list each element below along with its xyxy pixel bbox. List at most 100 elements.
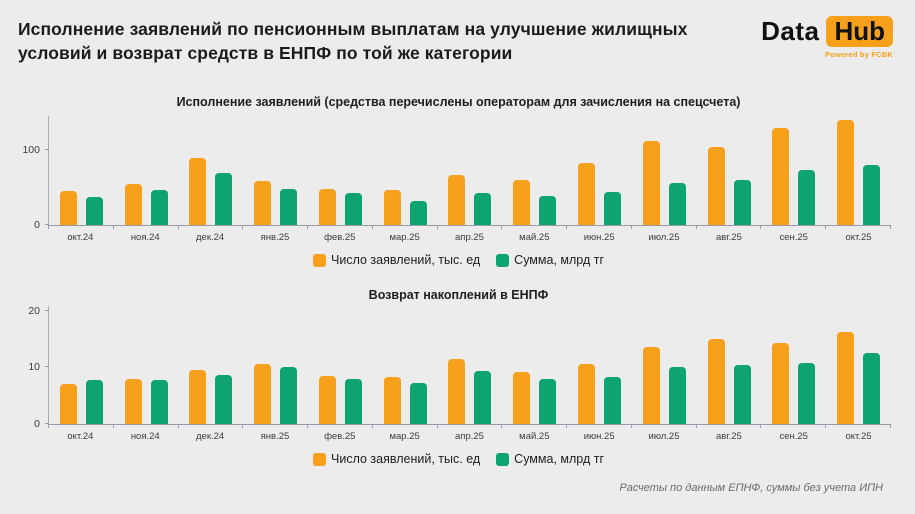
bar-group-окт.24	[49, 116, 114, 225]
x-axis-tick	[501, 424, 503, 428]
applications-bar	[254, 363, 272, 424]
x-axis-tick	[242, 225, 244, 229]
applications-bar	[772, 127, 790, 225]
sum-bar	[85, 380, 103, 424]
sum-bar	[409, 382, 427, 424]
x-axis-tick	[177, 225, 179, 229]
sum-bar	[474, 193, 492, 225]
x-axis-label: окт.24	[67, 431, 94, 442]
x-axis-label: авг.25	[715, 232, 742, 243]
applications-bar	[578, 163, 595, 225]
applications-bar	[189, 370, 207, 424]
x-axis-tick	[695, 424, 697, 428]
bar-group-ноя.24	[114, 116, 179, 225]
legend-label: Сумма, млрд тг	[514, 452, 604, 466]
applications-bar	[383, 189, 401, 225]
x-axis-label: ноя.24	[130, 431, 160, 442]
x-axis-tick	[501, 225, 503, 229]
x-axis-label: окт.25	[845, 431, 872, 442]
applications-bar	[318, 188, 336, 225]
sum-bar	[539, 378, 557, 424]
x-axis-tick	[112, 424, 114, 428]
applications-bar	[642, 141, 660, 225]
x-axis-label: сен.25	[779, 431, 808, 442]
x-axis-label: ноя.24	[130, 232, 160, 243]
x-axis-label: июл.25	[648, 431, 680, 442]
y-axis-tick	[45, 423, 49, 424]
y-axis-label: 20	[28, 304, 40, 317]
x-axis-tick	[630, 424, 632, 428]
legend-label: Сумма, млрд тг	[514, 253, 604, 267]
bar-group-апр.25	[438, 116, 503, 225]
x-axis-label: дек.24	[196, 232, 225, 243]
bar-group-июн.25	[567, 116, 632, 225]
x-axis-tick	[307, 225, 309, 229]
logo-powered-by: Powered by FCBK	[824, 50, 893, 59]
applications-bar	[124, 379, 142, 424]
x-axis-label: мар.25	[389, 232, 420, 243]
bar-group-ноя.24	[114, 306, 179, 424]
x-axis-tick	[825, 424, 827, 428]
applications-bar	[59, 384, 77, 424]
x-axis-tick	[890, 424, 891, 428]
legend-label: Число заявлений, тыс. ед	[331, 452, 481, 466]
applications-bar	[59, 191, 77, 225]
x-axis-tick	[112, 225, 114, 229]
applications-bar	[772, 343, 790, 424]
x-axis-tick	[566, 424, 568, 428]
x-axis-label: май.25	[519, 232, 550, 243]
legend-item: Сумма, млрд тг	[496, 253, 604, 267]
sum-bar	[668, 367, 686, 424]
x-axis-tick	[695, 225, 697, 229]
x-axis-label: янв.25	[260, 431, 290, 442]
x-axis-label: июн.25	[583, 431, 615, 442]
sum-bar	[215, 374, 233, 424]
x-axis-label: апр.25	[455, 232, 484, 243]
x-axis-tick	[436, 225, 438, 229]
chart2-legend: Число заявлений, тыс. ед Сумма, млрд тг	[20, 452, 897, 466]
applications-bar	[513, 179, 531, 225]
sum-bar	[409, 200, 427, 225]
bar-group-дек.24	[179, 306, 244, 424]
applications-bar	[837, 120, 855, 225]
x-axis-label: янв.25	[260, 232, 290, 243]
sum-bar	[150, 380, 168, 424]
chart-executions: Исполнение заявлений (средства перечисле…	[20, 95, 897, 267]
applications-bar	[254, 180, 272, 225]
datahub-logo-row: Data Hub	[761, 16, 893, 47]
chart1-x-axis-labels: окт.24 ноя.24 дек.24 янв.25 фев.25 мар.25 апр.…	[48, 232, 891, 243]
applications-bar	[383, 377, 401, 424]
bar-group-май.25	[502, 306, 567, 424]
bar-group-июл.25	[632, 306, 697, 424]
y-axis-label: 10	[28, 361, 40, 374]
bar-group-сен.25	[761, 306, 826, 424]
bar-group-авг.25	[697, 306, 762, 424]
applications-bar	[448, 175, 466, 225]
sum-bar	[150, 190, 168, 225]
x-axis-label: апр.25	[455, 431, 484, 442]
bar-group-фев.25	[308, 116, 373, 225]
x-axis-label: дек.24	[196, 431, 225, 442]
legend-swatch-icon	[496, 253, 510, 267]
sum-bar	[604, 377, 621, 424]
x-axis-label: окт.25	[845, 232, 872, 243]
legend-item: Сумма, млрд тг	[496, 452, 604, 466]
bar-group-окт.24	[49, 306, 114, 424]
chart2-x-axis-labels: окт.24 ноя.24 дек.24 янв.25 фев.25 мар.25 апр.…	[48, 431, 891, 442]
bar-group-фев.25	[308, 306, 373, 424]
legend-label: Число заявлений, тыс. ед	[331, 253, 481, 267]
chart2-plot-area: 0 10 20	[28, 305, 891, 430]
bar-group-дек.24	[179, 116, 244, 225]
x-axis-tick	[307, 424, 309, 428]
datahub-logo: Data Hub Powered by FCBK	[761, 16, 893, 59]
x-axis-label: мар.25	[389, 431, 420, 442]
y-axis-tick	[45, 224, 49, 225]
x-axis-tick	[436, 424, 438, 428]
chart1-bars	[49, 116, 891, 225]
sum-bar	[863, 164, 881, 225]
x-axis-tick	[48, 424, 49, 428]
x-axis-tick	[242, 424, 244, 428]
applications-bar	[642, 346, 660, 424]
bar-group-апр.25	[438, 306, 503, 424]
